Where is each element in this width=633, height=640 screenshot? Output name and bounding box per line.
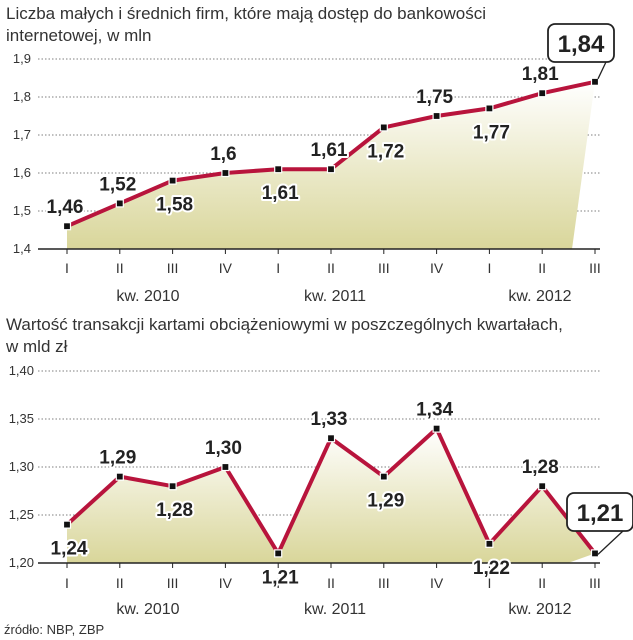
chart2-data-point	[221, 462, 230, 472]
chart1-title-line2: internetowej, w mln	[6, 26, 152, 45]
chart1-plot: 1,41,51,61,71,81,9I II III IV I II III IV I II III…	[13, 23, 615, 305]
chart2-data-label: 1,30	[205, 438, 242, 459]
chart1-year-label: kw. 2011	[304, 288, 366, 305]
chart1-data-point	[62, 222, 72, 231]
chart1-data-point	[326, 165, 336, 174]
chart2-area-fill	[67, 428, 595, 563]
chart2-data-point	[168, 482, 177, 491]
chart1-data-label: 1,77	[473, 122, 510, 143]
chart2-data-point	[590, 549, 600, 558]
chart1-category-label: III	[167, 260, 179, 276]
chart2-data-label: 1,24	[51, 539, 88, 560]
chart1-data-label: 1,61	[311, 140, 348, 161]
chart1-data-label: 1,61	[262, 183, 299, 204]
chart1-category-label: III	[378, 260, 390, 276]
chart1-category-label: IV	[219, 260, 233, 276]
chart1-ytick-label: 1,9	[13, 51, 31, 66]
chart1-category-label: I	[65, 260, 69, 276]
chart2-category-label: IV	[219, 575, 233, 591]
chart1-category-label: II	[538, 260, 546, 276]
chart2-ytick-label: 1,30	[9, 459, 34, 474]
chart2-data-label: 1,21	[262, 567, 299, 588]
chart2-category-label: II	[538, 575, 546, 591]
chart2-data-label: 1,29	[367, 491, 404, 512]
chart2-data-label: 1,34	[416, 400, 453, 421]
chart1-data-label: 1,75	[416, 87, 453, 108]
chart1-data-label: 1,6	[210, 144, 236, 165]
chart1-data-label: 1,72	[367, 141, 404, 162]
chart1-data-point	[590, 77, 600, 86]
chart2-year-label: kw. 2011	[304, 601, 366, 618]
chart2-data-label: 1,28	[522, 457, 559, 478]
chart2-data-point	[538, 482, 547, 491]
chart2-category-label: I	[65, 575, 69, 591]
chart1-data-label: 1,52	[99, 174, 136, 195]
chart2-title-line1: Wartość transakcji kartami obciążeniowym…	[6, 315, 563, 334]
chart1-category-label: I	[487, 260, 491, 276]
chart1-data-point	[432, 111, 441, 121]
chart1-data-point	[168, 176, 177, 185]
chart1-highlight-box	[547, 23, 615, 63]
chart1-category-label: II	[327, 260, 335, 276]
chart1-data-label: 1,46	[47, 197, 84, 218]
chart2-ytick-label: 1,20	[9, 555, 34, 570]
chart2-plot: 1,201,251,301,351,40I II III IV I II III IV I II I…	[9, 363, 633, 618]
chart2-data-point	[326, 434, 336, 443]
chart2-data-label: 1,22	[473, 558, 510, 579]
chart1-ytick-label: 1,4	[13, 241, 31, 256]
chart1-year-label: kw. 2010	[116, 288, 179, 305]
chart1-data-point	[115, 199, 124, 208]
chart1-year-label: kw. 2012	[508, 288, 571, 305]
chart2-ytick-label: 1,35	[9, 411, 34, 426]
chart2-category-label: III	[378, 575, 390, 591]
chart2-highlight-pointer	[597, 530, 624, 555]
chart1-category-label: I	[276, 260, 280, 276]
chart1-area-fill	[67, 81, 595, 249]
chart1-data-point	[485, 104, 494, 113]
chart1-ytick-label: 1,6	[13, 165, 31, 180]
chart2-data-point	[379, 472, 388, 481]
chart2-highlight-label: 1,21	[577, 500, 624, 527]
chart1-category-label: III	[589, 260, 601, 276]
chart1-data-label: 1,58	[156, 195, 193, 216]
chart1-highlight-pointer	[597, 61, 607, 80]
chart2-category-label: I	[276, 575, 280, 591]
chart1-data-point	[379, 123, 388, 132]
chart2-data-label: 1,28	[156, 500, 193, 521]
chart2-category-label: II	[327, 575, 335, 591]
chart2-ytick-label: 1,40	[9, 363, 34, 378]
chart2-category-label: II	[116, 575, 124, 591]
chart1-data-point	[221, 168, 230, 178]
chart2-year-label: kw. 2012	[508, 601, 571, 618]
source-note: źródło: NBP, ZBP	[4, 622, 104, 637]
chart1-ytick-label: 1,8	[13, 89, 31, 104]
chart1-title-line1: Liczba małych i średnich firm, które maj…	[6, 4, 486, 23]
chart1-data-point	[538, 89, 547, 98]
chart2-data-point	[274, 549, 283, 558]
chart2-year-label: kw. 2010	[116, 601, 179, 618]
chart1-category-label: II	[116, 260, 124, 276]
chart1-category-label: IV	[430, 260, 444, 276]
chart1-data-point	[274, 165, 283, 174]
chart2-data-label: 1,29	[99, 448, 136, 469]
chart2-title-line2: w mld zł	[5, 337, 68, 356]
chart2-ytick-label: 1,25	[9, 507, 34, 522]
chart2-data-point	[115, 472, 124, 481]
chart1-ytick-label: 1,7	[13, 127, 31, 142]
chart2-category-label: I	[487, 575, 491, 591]
chart2-category-label: III	[589, 575, 601, 591]
chart2-data-label: 1,33	[311, 409, 348, 430]
chart2-category-label: III	[167, 575, 179, 591]
chart1-data-label: 1,81	[522, 64, 559, 85]
chart2-data-point	[485, 539, 494, 548]
chart2-data-point	[432, 424, 441, 433]
chart1-ytick-label: 1,5	[13, 203, 31, 218]
chart2-data-point	[62, 520, 72, 529]
chart2-highlight-box	[566, 492, 633, 532]
chart1-highlight-label: 1,84	[558, 31, 605, 58]
chart2-category-label: IV	[430, 575, 444, 591]
